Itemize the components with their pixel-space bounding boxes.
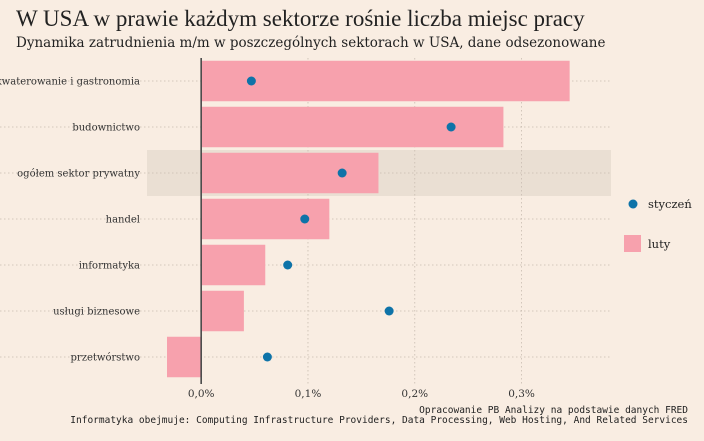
point xyxy=(300,214,310,224)
point xyxy=(446,122,456,132)
point xyxy=(337,168,347,178)
legend-point-swatch xyxy=(628,199,638,209)
category-label: usługi biznesowe xyxy=(53,307,140,318)
point xyxy=(283,260,293,270)
x-tick-label: 0,1% xyxy=(295,388,322,400)
chart-title: W USA w prawie każdym sektorze rośnie li… xyxy=(16,6,585,31)
bar xyxy=(201,60,570,102)
bar xyxy=(201,198,330,240)
bar xyxy=(201,290,244,332)
point xyxy=(246,76,256,86)
point xyxy=(384,306,394,316)
legend-label: luty xyxy=(648,237,671,251)
category-label: budownictwo xyxy=(72,123,140,134)
category-label: ogółem sektor prywatny xyxy=(17,169,140,180)
category-label: przetwórstwo xyxy=(71,353,140,364)
legend-bar-swatch xyxy=(624,235,641,252)
category-label: handel xyxy=(106,215,140,226)
bar xyxy=(201,152,379,194)
x-tick-label: 0,0% xyxy=(188,388,215,400)
legend-label: styczeń xyxy=(648,197,692,211)
x-tick-label: 0,3% xyxy=(508,388,535,400)
chart-subtitle: Dynamika zatrudnienia m/m w poszczególny… xyxy=(16,35,606,51)
point xyxy=(262,352,272,362)
bar xyxy=(201,244,266,286)
source-note: Opracowanie PB Analizy na podstawie dany… xyxy=(419,405,688,416)
category-label: zakwaterowanie i gastronomia xyxy=(0,77,140,88)
bar xyxy=(201,106,504,148)
category-label: informatyka xyxy=(79,261,140,272)
x-tick-label: 0,2% xyxy=(401,388,428,400)
bar xyxy=(167,336,202,378)
footnote: Informatyka obejmuje: Computing Infrastr… xyxy=(70,415,688,426)
